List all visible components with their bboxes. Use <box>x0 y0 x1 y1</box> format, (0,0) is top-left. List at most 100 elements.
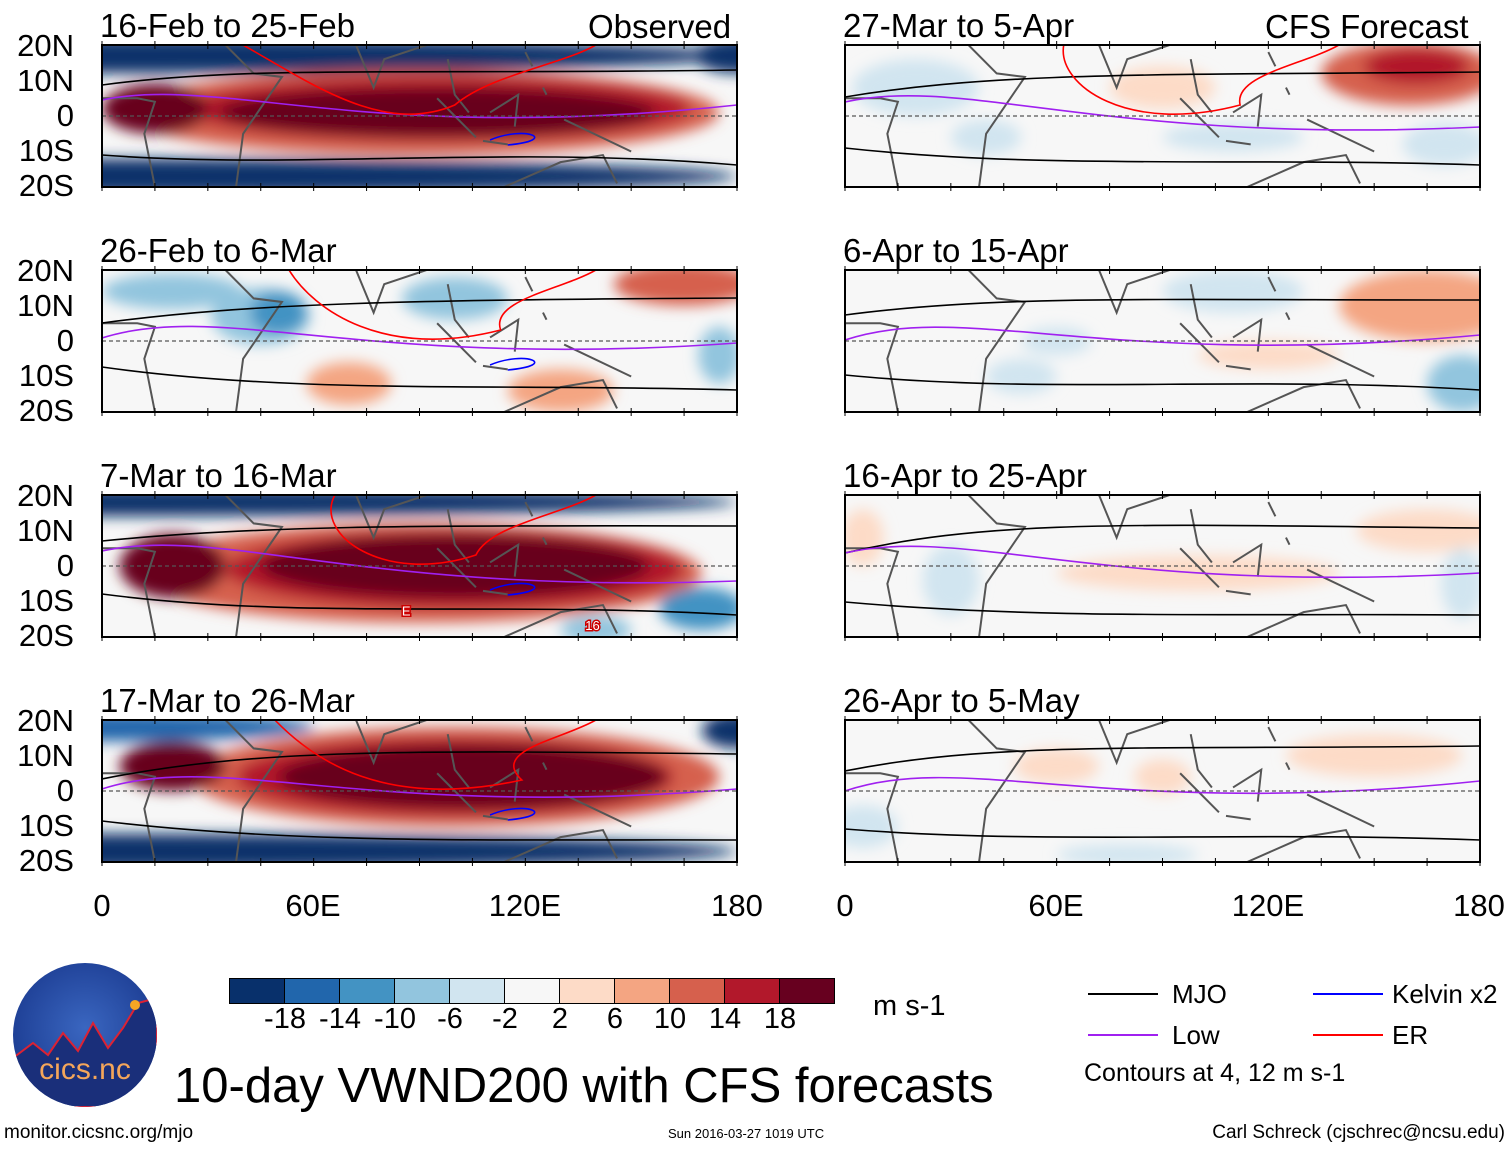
anomaly-region <box>1056 844 1198 862</box>
lon-label: 120E <box>1231 888 1305 923</box>
colorbar-label: 14 <box>708 1003 742 1035</box>
legend-er: ER <box>1392 1020 1429 1050</box>
lat-label: 10S <box>18 583 74 618</box>
low-contour <box>845 545 1480 579</box>
colorbar-label: 2 <box>551 1003 569 1035</box>
legend-mjo-line <box>1088 993 1158 995</box>
anomaly-region <box>659 587 737 630</box>
lat-label: 10S <box>18 808 74 843</box>
colorbar-swatch <box>505 979 560 1003</box>
footer-author: Carl Schreck (cjschrec@ncsu.edu) <box>1212 1122 1505 1143</box>
anomaly-region <box>698 326 737 384</box>
colorbar-label: -6 <box>437 1003 463 1035</box>
mjo-contour <box>845 524 1480 616</box>
map-panel <box>101 266 738 416</box>
anomaly-region <box>701 720 737 749</box>
map-panel <box>101 716 738 866</box>
anomaly-region <box>1014 748 1099 784</box>
legend-low-line <box>1088 1034 1158 1036</box>
lon-label: 180 <box>711 888 763 923</box>
panel-title: 27-Mar to 5-Apr <box>843 7 1075 44</box>
anomaly-region <box>102 45 737 74</box>
logo-text: cics.nc <box>39 1053 131 1086</box>
er-contour <box>1062 45 1340 115</box>
lon-label: 120E <box>488 888 562 923</box>
anomaly-region <box>1197 341 1339 370</box>
coastline <box>845 45 1375 187</box>
mjo-contour <box>102 751 737 841</box>
map-panel <box>101 41 738 191</box>
colorbar-swatch <box>395 979 450 1003</box>
low-contour <box>102 325 737 351</box>
anomaly-region <box>102 158 737 187</box>
er-contour <box>330 495 597 565</box>
observed-header: Observed <box>588 8 732 45</box>
anomaly-region <box>1441 548 1480 620</box>
colorbar-label: -14 <box>319 1003 361 1035</box>
anomaly-region <box>306 362 392 405</box>
anomaly-region <box>1109 66 1216 109</box>
map-panel <box>844 266 1481 416</box>
lon-label: 180 <box>1453 888 1505 923</box>
lat-label: 10S <box>18 358 74 393</box>
coastline <box>845 495 1375 637</box>
forecast-header: CFS Forecast <box>1265 8 1469 45</box>
colorbar-swatch <box>560 979 615 1003</box>
anomaly-region <box>102 273 244 310</box>
lat-label: 0 <box>56 548 74 583</box>
lat-label: 0 <box>56 323 74 358</box>
lat-label: 10N <box>17 63 74 98</box>
mjo-contour <box>845 71 1480 166</box>
colorbar-label: -18 <box>264 1003 306 1035</box>
lat-label: 20N <box>17 253 74 288</box>
colorbar-swatch <box>230 979 285 1003</box>
anomaly-region <box>1285 734 1463 777</box>
lon-label: 60E <box>1028 888 1084 923</box>
mjo-contour <box>102 524 737 616</box>
low-contour <box>102 776 737 798</box>
anomaly-region <box>1356 509 1480 552</box>
colorbar-label: 6 <box>606 1003 624 1035</box>
legend-kelvin-line <box>1313 993 1383 995</box>
kelvin-contour <box>489 582 536 596</box>
lon-label: 0 <box>836 888 854 923</box>
mjo-contour <box>102 297 737 391</box>
kelvin-contour <box>489 132 536 146</box>
mjo-contour <box>102 69 737 166</box>
coastline <box>102 270 632 412</box>
er-contour <box>242 45 597 115</box>
anomaly-region <box>986 358 1057 395</box>
panel-title: 16-Feb to 25-Feb <box>100 7 355 44</box>
anomaly-region <box>250 291 307 334</box>
panel-title: 26-Apr to 5-May <box>843 682 1080 719</box>
anomaly-region <box>1162 123 1304 152</box>
anomaly-region <box>845 509 884 566</box>
colorbar-swatch <box>780 979 834 1003</box>
lat-label: 20N <box>17 28 74 63</box>
marker-label: E <box>402 604 411 619</box>
er-contour <box>288 270 597 340</box>
low-contour <box>845 326 1480 346</box>
colorbar-swatch <box>670 979 725 1003</box>
colorbar-label: 10 <box>653 1003 687 1035</box>
anomaly-region <box>119 741 226 791</box>
map-panel <box>844 491 1481 641</box>
kelvin-contour <box>489 807 536 821</box>
colorbar-label: 18 <box>763 1003 797 1035</box>
lat-label: 10S <box>18 133 74 168</box>
coastline <box>102 45 632 187</box>
lat-label: 0 <box>56 98 74 133</box>
panel-title: 16-Apr to 25-Apr <box>843 457 1087 494</box>
anomaly-region <box>401 277 508 320</box>
lat-label: 20S <box>18 168 74 203</box>
colorbar-swatch <box>725 979 780 1003</box>
cics-logo: cics.nc <box>13 963 157 1107</box>
colorbar <box>229 978 835 1004</box>
lat-label: 20S <box>18 618 74 653</box>
colorbar-units: m s-1 <box>873 990 946 1022</box>
legend-low: Low <box>1172 1020 1220 1050</box>
kelvin-contour <box>489 357 536 371</box>
anomaly-region <box>218 87 656 138</box>
anomaly-region <box>613 270 737 306</box>
